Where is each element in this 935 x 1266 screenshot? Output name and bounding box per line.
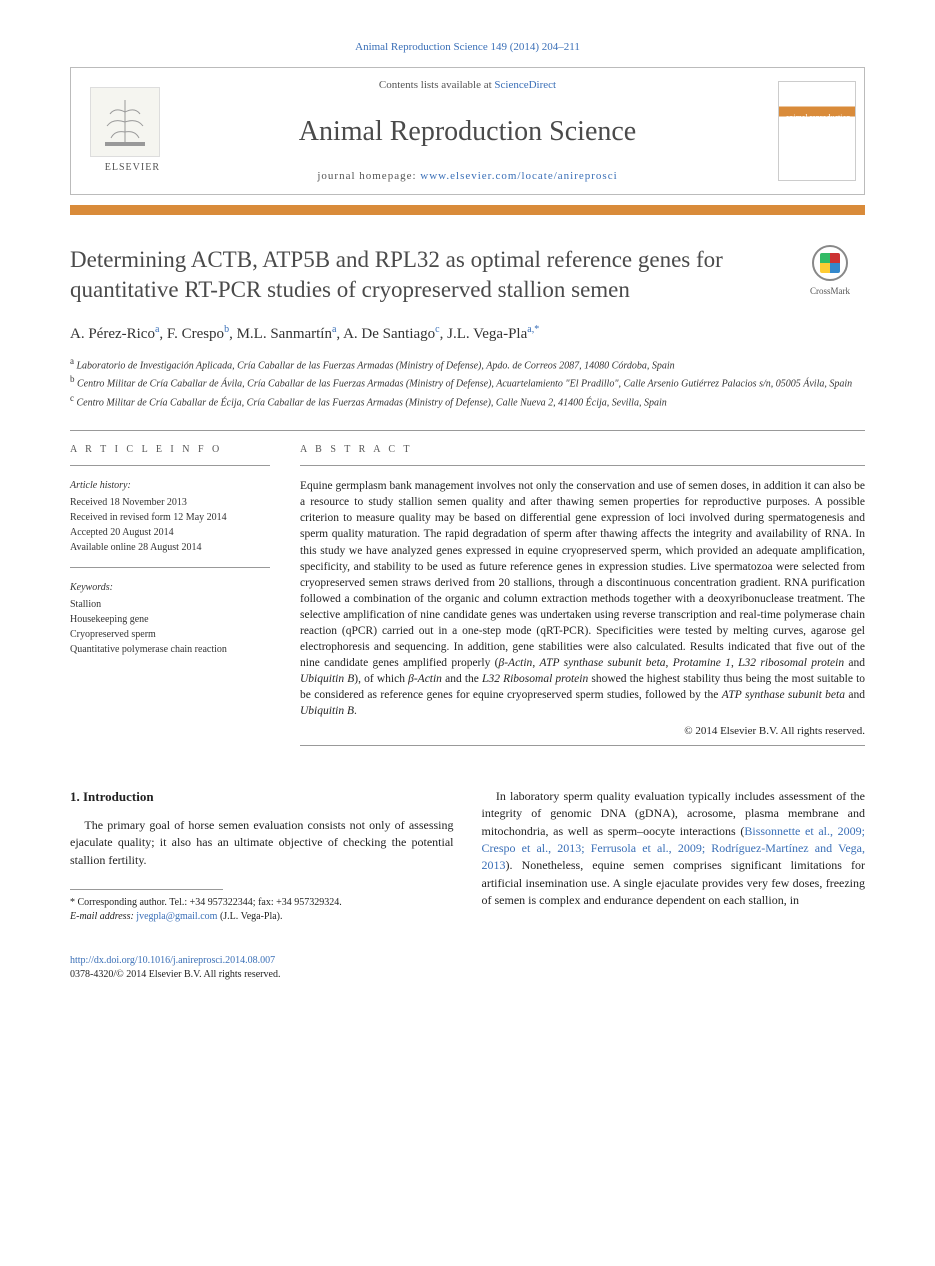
history-heading: Article history: [70, 478, 270, 493]
elsevier-tree-icon [90, 87, 160, 157]
article-title: Determining ACTB, ATP5B and RPL32 as opt… [70, 245, 775, 305]
affiliation-line: b Centro Militar de Cría Caballar de Ávi… [70, 373, 865, 391]
cover-thumb-block [769, 68, 864, 194]
body-col-left: 1. Introduction The primary goal of hors… [70, 788, 454, 924]
keyword: Quantitative polymerase chain reaction [70, 642, 270, 657]
homepage-prefix: journal homepage: [317, 170, 420, 182]
footnote-divider [70, 889, 223, 890]
keywords-heading: Keywords: [70, 580, 270, 595]
keyword: Housekeeping gene [70, 612, 270, 627]
doi-link[interactable]: http://dx.doi.org/10.1016/j.anireprosci.… [70, 955, 275, 966]
sciencedirect-link[interactable]: ScienceDirect [494, 79, 556, 91]
publisher-name: ELSEVIER [105, 161, 160, 175]
body-col-right: In laboratory sperm quality evaluation t… [482, 788, 866, 924]
body-paragraph: In laboratory sperm quality evaluation t… [482, 788, 866, 910]
divider [300, 745, 865, 746]
crossmark-icon [812, 245, 848, 281]
history-line: Available online 28 August 2014 [70, 540, 270, 555]
body-columns: 1. Introduction The primary goal of hors… [70, 788, 865, 924]
abstract-copyright: © 2014 Elsevier B.V. All rights reserved… [300, 724, 865, 739]
journal-cover-icon [778, 81, 856, 181]
contents-prefix: Contents lists available at [379, 79, 494, 91]
authors: A. Pérez-Ricoa, F. Crespob, M.L. Sanmart… [70, 323, 865, 345]
citation-link[interactable]: Bissonnette et al., 2009; Crespo et al.,… [482, 824, 866, 873]
publisher-block: ELSEVIER [71, 68, 166, 194]
top-citation: Animal Reproduction Science 149 (2014) 2… [70, 40, 865, 55]
abstract-heading: A B S T R A C T [300, 443, 865, 457]
email-label: E-mail address: [70, 911, 136, 922]
divider [70, 430, 865, 431]
affiliation-line: a Laboratorio de Investigación Aplicada,… [70, 355, 865, 373]
homepage-line: journal homepage: www.elsevier.com/locat… [166, 169, 769, 184]
keyword: Cryopreserved sperm [70, 627, 270, 642]
abstract: A B S T R A C T Equine germplasm bank ma… [300, 443, 865, 758]
corr-author-line: * Corresponding author. Tel.: +34 957322… [70, 896, 454, 910]
issn-copyright: 0378-4320/© 2014 Elsevier B.V. All right… [70, 969, 280, 980]
crossmark-label: CrossMark [810, 286, 850, 296]
abstract-text: Equine germplasm bank management involve… [300, 478, 865, 719]
email-suffix: (J.L. Vega-Pla). [217, 911, 282, 922]
history-line: Received in revised form 12 May 2014 [70, 510, 270, 525]
history-line: Received 18 November 2013 [70, 495, 270, 510]
history-line: Accepted 20 August 2014 [70, 525, 270, 540]
affiliations: a Laboratorio de Investigación Aplicada,… [70, 355, 865, 410]
homepage-link[interactable]: www.elsevier.com/locate/anireprosci [420, 170, 617, 182]
info-heading: A R T I C L E I N F O [70, 443, 270, 457]
journal-header: ELSEVIER Contents lists available at Sci… [70, 67, 865, 195]
section-heading: 1. Introduction [70, 788, 454, 807]
contents-available: Contents lists available at ScienceDirec… [166, 78, 769, 93]
divider [300, 465, 865, 466]
affiliation-line: c Centro Militar de Cría Caballar de Éci… [70, 392, 865, 410]
divider [70, 465, 270, 466]
corresponding-footnote: * Corresponding author. Tel.: +34 957322… [70, 896, 454, 924]
keyword: Stallion [70, 597, 270, 612]
divider [70, 567, 270, 568]
crossmark-badge[interactable]: CrossMark [795, 245, 865, 298]
article-info: A R T I C L E I N F O Article history: R… [70, 443, 270, 758]
body-paragraph: The primary goal of horse semen evaluati… [70, 817, 454, 869]
email-link[interactable]: jvegpla@gmail.com [136, 911, 217, 922]
journal-name: Animal Reproduction Science [166, 112, 769, 151]
footer-doi: http://dx.doi.org/10.1016/j.anireprosci.… [70, 954, 865, 982]
accent-bar [70, 205, 865, 215]
